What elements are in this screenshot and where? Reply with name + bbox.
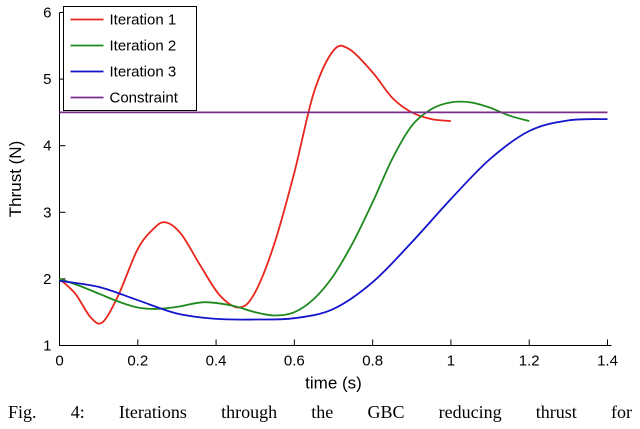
y-tick-label: 2 <box>43 271 51 288</box>
x-tick-label: 1.2 <box>519 353 540 370</box>
y-axis-label: Thrust (N) <box>6 141 25 218</box>
legend-label: Constraint <box>110 90 179 107</box>
x-tick-label: 1 <box>447 353 455 370</box>
x-tick-label: 0 <box>55 353 63 370</box>
y-tick-label: 5 <box>43 71 51 88</box>
x-tick-label: 0.2 <box>127 353 148 370</box>
x-axis-label: time (s) <box>305 374 362 393</box>
series-iteration-3 <box>59 118 608 321</box>
legend-label: Iteration 3 <box>110 64 177 81</box>
x-tick-label: 0.6 <box>284 353 305 370</box>
y-tick-label: 4 <box>43 138 51 155</box>
chart-canvas: 0 0.2 0.4 0.6 0.8 1 1.2 1.4 1 2 3 4 5 6 time (s) Thrust… <box>6 5 618 393</box>
y-tick-label: 6 <box>43 5 51 22</box>
figure-caption: Fig. 4: Iterations through the GBC reduc… <box>8 402 632 422</box>
y-tick-label: 1 <box>43 338 51 355</box>
legend-label: Iteration 1 <box>110 12 177 29</box>
y-tick-label: 3 <box>43 204 51 221</box>
x-tick-label: 1.4 <box>597 353 618 370</box>
x-tick-label: 0.8 <box>362 353 383 370</box>
x-tick-label: 0.4 <box>206 353 227 370</box>
legend-box <box>63 6 197 111</box>
legend-label: Iteration 2 <box>110 38 177 55</box>
series-iteration-2 <box>59 100 530 317</box>
